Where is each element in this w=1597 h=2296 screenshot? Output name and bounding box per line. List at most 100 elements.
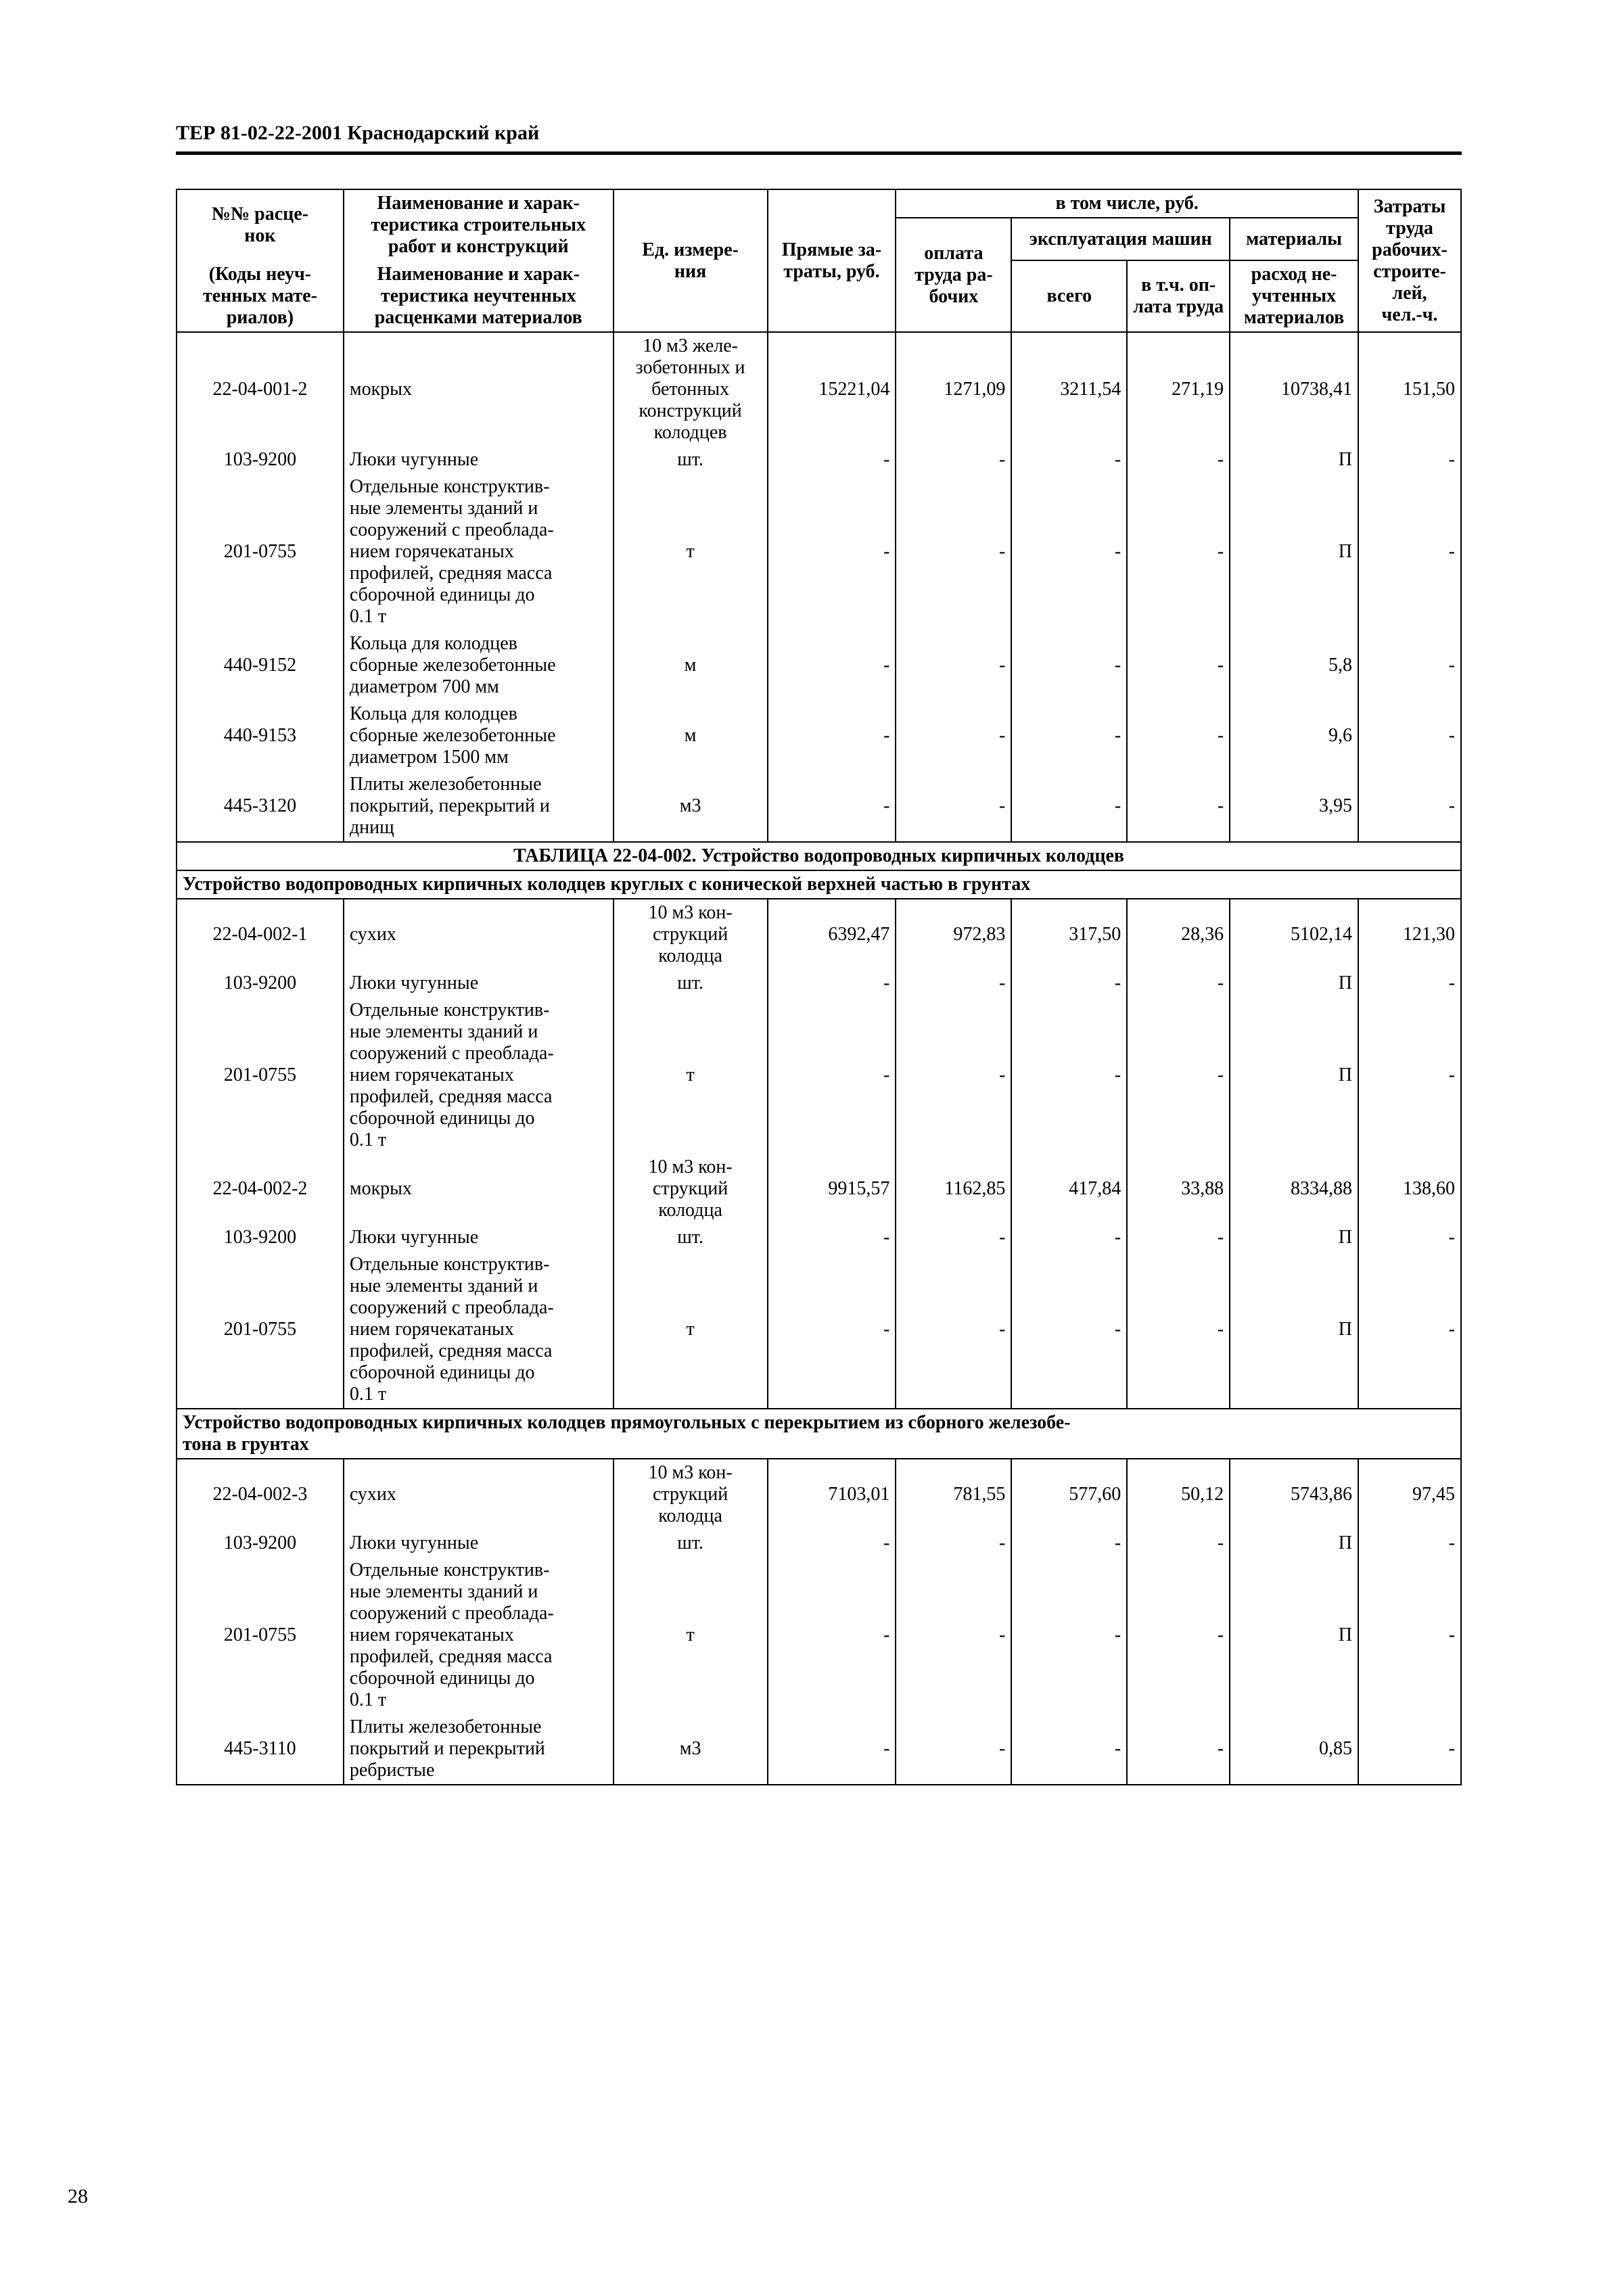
- table-cell: -: [1011, 1224, 1127, 1251]
- table-cell: -: [896, 771, 1011, 842]
- rates-table: №№ расце-нок Наименование и харак-терист…: [176, 189, 1462, 1785]
- table-cell: П: [1230, 446, 1358, 473]
- table-cell: -: [1127, 970, 1230, 997]
- table-cell: -: [1127, 1224, 1230, 1251]
- table-cell: 9,6: [1230, 701, 1358, 771]
- cell-name: Люки чугунные: [344, 1530, 614, 1557]
- table-cell: 3211,54: [1011, 332, 1127, 446]
- th-code-bot: (Коды неуч-тенных мате-риалов): [177, 260, 344, 332]
- table-row: 22-04-001-2мокрых10 м3 желе-зобетонных и…: [177, 332, 1461, 446]
- table-cell: -: [1358, 701, 1461, 771]
- table-cell: 15221,04: [768, 332, 896, 446]
- table-cell: -: [1127, 1557, 1230, 1714]
- table-cell: 10738,41: [1230, 332, 1358, 446]
- table-cell: -: [896, 997, 1011, 1154]
- table-cell: -: [1011, 1530, 1127, 1557]
- table-cell: -: [768, 771, 896, 842]
- subsection-title: Устройство водопроводных кирпичных колод…: [177, 1409, 1461, 1459]
- cell-name: Люки чугунные: [344, 1224, 614, 1251]
- cell-code: 103-9200: [177, 970, 344, 997]
- table-cell: 97,45: [1358, 1459, 1461, 1530]
- table-cell: -: [768, 970, 896, 997]
- table-row: 440-9153Кольца для колодцевсборные желез…: [177, 701, 1461, 771]
- table-cell: -: [896, 1714, 1011, 1785]
- table-cell: -: [896, 1251, 1011, 1409]
- table-cell: 5,8: [1230, 630, 1358, 701]
- table-cell: -: [1011, 446, 1127, 473]
- table-cell: -: [1358, 446, 1461, 473]
- table-cell: -: [896, 1557, 1011, 1714]
- cell-name: Отдельные конструктив-ные элементы здани…: [344, 1557, 614, 1714]
- table-cell: -: [1011, 473, 1127, 630]
- table-cell: 5743,86: [1230, 1459, 1358, 1530]
- table-cell: 5102,14: [1230, 899, 1358, 970]
- table-cell: -: [768, 1251, 896, 1409]
- table-cell: -: [1127, 473, 1230, 630]
- table-cell: 151,50: [1358, 332, 1461, 446]
- table-cell: -: [1358, 970, 1461, 997]
- table-cell: 781,55: [896, 1459, 1011, 1530]
- th-code: №№ расце-нок: [177, 189, 344, 260]
- th-labour: Затратытрударабочих-строите-лей,чел.-ч.: [1358, 189, 1461, 332]
- table-cell: 417,84: [1011, 1154, 1127, 1224]
- cell-unit: шт.: [614, 1224, 768, 1251]
- table-cell: -: [768, 1714, 896, 1785]
- table-cell: -: [1011, 771, 1127, 842]
- table-cell: -: [1011, 630, 1127, 701]
- table-cell: -: [1127, 1530, 1230, 1557]
- cell-name: мокрых: [344, 332, 614, 446]
- cell-name: Кольца для колодцевсборные железобетонны…: [344, 701, 614, 771]
- section-title: ТАБЛИЦА 22-04-002. Устройство водопровод…: [177, 842, 1461, 870]
- cell-unit: т: [614, 997, 768, 1154]
- table-cell: 9915,57: [768, 1154, 896, 1224]
- cell-code: 445-3120: [177, 771, 344, 842]
- table-row: 201-0755Отдельные конструктив-ные элемен…: [177, 1251, 1461, 1409]
- cell-name: Отдельные конструктив-ные элементы здани…: [344, 1251, 614, 1409]
- th-mach-group: эксплуатация машин: [1011, 218, 1230, 260]
- th-mach-wage: в т.ч. оп-лата труда: [1127, 260, 1230, 332]
- cell-name: Плиты железобетонныепокрытий и перекрыти…: [344, 1714, 614, 1785]
- th-direct: Прямые за-траты, руб.: [768, 189, 896, 332]
- table-cell: -: [1358, 997, 1461, 1154]
- table-cell: -: [896, 970, 1011, 997]
- table-cell: -: [1011, 1557, 1127, 1714]
- table-cell: П: [1230, 997, 1358, 1154]
- cell-unit: 10 м3 желе-зобетонных ибетонныхконструкц…: [614, 332, 768, 446]
- th-incl: в том числе, руб.: [896, 189, 1358, 218]
- table-cell: -: [1011, 701, 1127, 771]
- table-cell: -: [1127, 630, 1230, 701]
- table-cell: -: [1358, 1251, 1461, 1409]
- table-row: 103-9200Люки чугунныешт.----П-: [177, 1224, 1461, 1251]
- table-cell: -: [1127, 446, 1230, 473]
- cell-name: мокрых: [344, 1154, 614, 1224]
- table-row: 201-0755Отдельные конструктив-ные элемен…: [177, 1557, 1461, 1714]
- cell-name: Отдельные конструктив-ные элементы здани…: [344, 997, 614, 1154]
- table-cell: -: [896, 1530, 1011, 1557]
- cell-code: 103-9200: [177, 1224, 344, 1251]
- table-cell: 1271,09: [896, 332, 1011, 446]
- table-row: 103-9200Люки чугунныешт.----П-: [177, 970, 1461, 997]
- table-body: 22-04-001-2мокрых10 м3 желе-зобетонных и…: [177, 332, 1461, 1785]
- table-row: 445-3110Плиты железобетонныепокрытий и п…: [177, 1714, 1461, 1785]
- th-mat: расход не-учтенныхматериалов: [1230, 260, 1358, 332]
- table-cell: -: [768, 630, 896, 701]
- table-cell: П: [1230, 473, 1358, 630]
- cell-unit: шт.: [614, 446, 768, 473]
- cell-code: 22-04-002-3: [177, 1459, 344, 1530]
- cell-name: Отдельные конструктив-ные элементы здани…: [344, 473, 614, 630]
- table-cell: -: [1127, 771, 1230, 842]
- document-header: ТЕР 81-02-22-2001 Краснодарский край: [176, 122, 1462, 155]
- cell-name: сухих: [344, 1459, 614, 1530]
- table-cell: 972,83: [896, 899, 1011, 970]
- table-cell: П: [1230, 1224, 1358, 1251]
- th-wage: оплататруда ра-бочих: [896, 218, 1011, 332]
- table-cell: -: [1358, 771, 1461, 842]
- table-cell: П: [1230, 1557, 1358, 1714]
- table-row: 22-04-002-3сухих10 м3 кон-струкцийколодц…: [177, 1459, 1461, 1530]
- cell-code: 103-9200: [177, 1530, 344, 1557]
- table-cell: 121,30: [1358, 899, 1461, 970]
- table-cell: -: [1358, 630, 1461, 701]
- table-cell: -: [768, 701, 896, 771]
- table-cell: 28,36: [1127, 899, 1230, 970]
- cell-code: 103-9200: [177, 446, 344, 473]
